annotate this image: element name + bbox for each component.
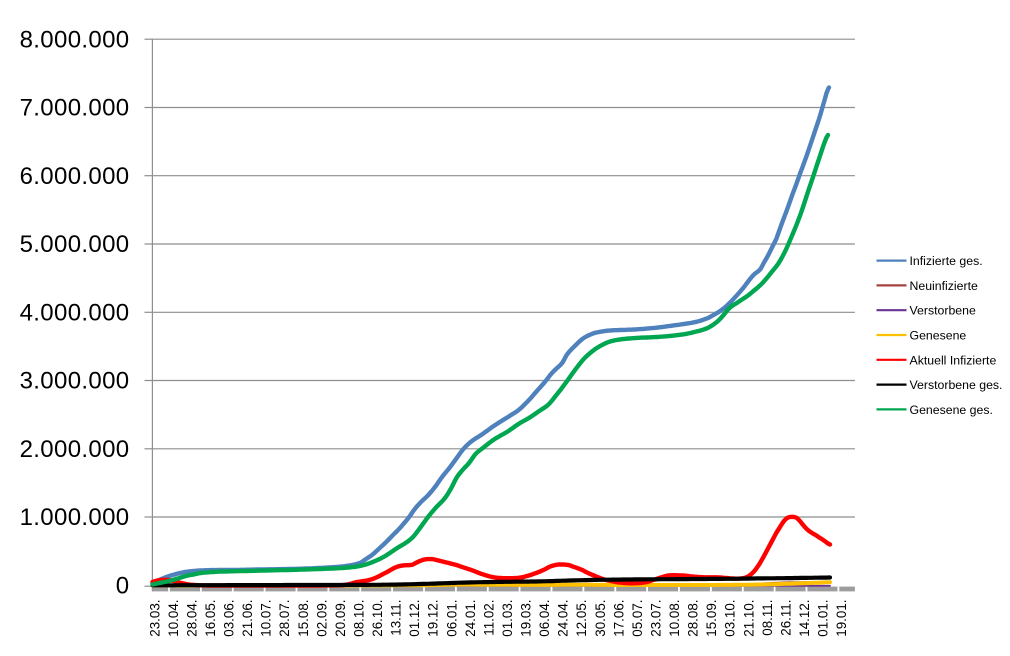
- svg-text:17.06.: 17.06.: [611, 600, 626, 637]
- svg-text:21.06.: 21.06.: [240, 600, 255, 637]
- svg-text:3.000.000: 3.000.000: [20, 368, 130, 395]
- svg-text:05.07.: 05.07.: [630, 600, 645, 637]
- svg-text:7.000.000: 7.000.000: [20, 95, 130, 122]
- svg-text:01.12.: 01.12.: [407, 600, 422, 637]
- svg-text:10.08.: 10.08.: [667, 600, 682, 637]
- svg-text:23.07.: 23.07.: [649, 600, 664, 637]
- svg-text:03.06.: 03.06.: [222, 600, 237, 637]
- svg-text:10.04.: 10.04.: [166, 600, 181, 637]
- svg-text:15.08.: 15.08.: [296, 600, 311, 637]
- svg-text:02.09.: 02.09.: [314, 600, 329, 637]
- svg-text:Genesene: Genesene: [910, 329, 967, 343]
- svg-text:26.10.: 26.10.: [370, 600, 385, 637]
- svg-text:Verstorbene: Verstorbene: [910, 304, 976, 318]
- svg-text:Aktuell Infizierte: Aktuell Infizierte: [910, 353, 997, 367]
- svg-text:20.09.: 20.09.: [333, 600, 348, 637]
- svg-text:24.04.: 24.04.: [556, 600, 571, 637]
- svg-text:06.01.: 06.01.: [444, 600, 459, 637]
- svg-text:6.000.000: 6.000.000: [20, 163, 130, 190]
- svg-text:28.08.: 28.08.: [686, 600, 701, 637]
- svg-text:Genesene ges.: Genesene ges.: [910, 403, 993, 417]
- svg-text:0: 0: [116, 573, 130, 600]
- svg-text:Verstorbene ges.: Verstorbene ges.: [910, 378, 1003, 392]
- svg-text:19.01.: 19.01.: [834, 600, 849, 637]
- svg-text:12.05.: 12.05.: [574, 600, 589, 637]
- svg-text:14.12.: 14.12.: [797, 600, 812, 637]
- svg-text:30.05.: 30.05.: [593, 600, 608, 637]
- svg-text:01.01.: 01.01.: [816, 600, 831, 637]
- svg-text:26.11.: 26.11.: [778, 600, 793, 636]
- svg-text:8.000.000: 8.000.000: [20, 26, 130, 53]
- svg-text:08.10.: 08.10.: [352, 600, 367, 637]
- svg-text:16.05.: 16.05.: [203, 600, 218, 637]
- svg-text:Infizierte ges.: Infizierte ges.: [910, 254, 983, 268]
- svg-text:1.000.000: 1.000.000: [20, 504, 130, 531]
- svg-text:01.03.: 01.03.: [500, 600, 515, 637]
- svg-text:28.07.: 28.07.: [277, 600, 292, 637]
- svg-text:11.02.: 11.02.: [481, 600, 496, 636]
- svg-text:23.03.: 23.03.: [147, 600, 162, 637]
- svg-text:19.03.: 19.03.: [519, 600, 534, 637]
- svg-text:10.07.: 10.07.: [259, 600, 274, 637]
- svg-text:28.04.: 28.04.: [184, 600, 199, 637]
- svg-text:15.09.: 15.09.: [704, 600, 719, 637]
- svg-text:03.10.: 03.10.: [723, 600, 738, 637]
- svg-text:13.11.: 13.11.: [389, 600, 404, 636]
- svg-text:06.04.: 06.04.: [537, 600, 552, 637]
- svg-text:Neuinfizierte: Neuinfizierte: [910, 279, 979, 293]
- svg-text:08.11.: 08.11.: [760, 600, 775, 636]
- svg-text:19.12.: 19.12.: [426, 600, 441, 637]
- svg-text:2.000.000: 2.000.000: [20, 436, 130, 463]
- svg-text:24.01.: 24.01.: [463, 600, 478, 637]
- svg-text:4.000.000: 4.000.000: [20, 300, 130, 327]
- svg-text:21.10.: 21.10.: [741, 600, 756, 637]
- svg-text:5.000.000: 5.000.000: [20, 231, 130, 258]
